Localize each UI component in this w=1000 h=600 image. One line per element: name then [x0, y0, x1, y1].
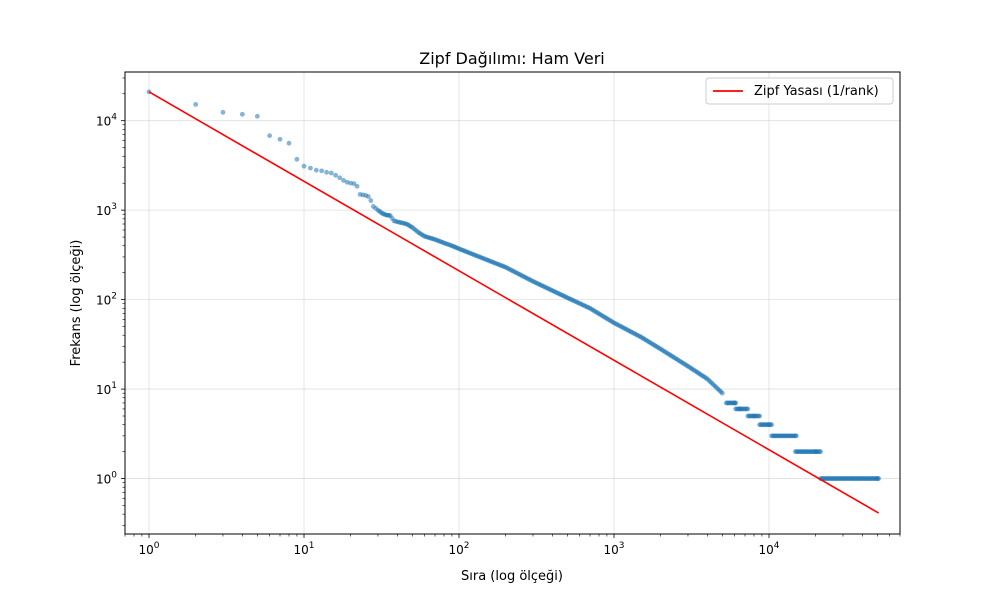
data-point	[354, 183, 360, 189]
x-tick-label: 100	[139, 541, 160, 557]
data-point	[757, 413, 763, 419]
axes: 100 101 102 103 104 100 101 102 103 104	[96, 77, 901, 557]
data-point	[313, 167, 319, 173]
y-tick-label: 102	[96, 292, 117, 308]
chart-title: Zipf Dağılımı: Ham Veri	[419, 49, 604, 68]
legend-box	[705, 77, 894, 105]
y-tick-label: 101	[96, 381, 117, 397]
data-point	[719, 390, 725, 396]
data-point	[319, 168, 325, 174]
data-point	[308, 165, 313, 171]
y-axis-title: Frekans (log ölçeği)	[69, 240, 84, 367]
legend: Zipf Yasası (1/rank)	[705, 77, 894, 105]
x-tick-label: 101	[294, 541, 315, 557]
data-point	[328, 170, 334, 176]
data-point	[193, 102, 199, 107]
data-point	[220, 109, 226, 115]
data-point	[267, 133, 273, 139]
y-tick-label: 100	[96, 471, 117, 487]
data-point	[337, 175, 343, 181]
data-point	[733, 400, 739, 406]
data-point	[365, 194, 371, 199]
data-point	[745, 406, 751, 412]
data-point	[341, 178, 346, 183]
data-point	[793, 433, 798, 439]
data-point	[769, 422, 775, 428]
data-point	[818, 449, 823, 455]
plot-data	[146, 89, 882, 514]
data-point	[368, 198, 374, 203]
data-point	[333, 172, 339, 178]
data-point	[286, 140, 292, 146]
x-tick-label: 103	[604, 541, 625, 557]
data-point	[301, 163, 307, 169]
data-point	[294, 156, 300, 162]
y-tick-label: 103	[96, 202, 117, 218]
data-point	[277, 136, 283, 142]
legend-zipf-label: Zipf Yasası (1/rank)	[754, 84, 879, 99]
data-point	[254, 113, 260, 119]
data-point	[239, 111, 245, 117]
data-point	[324, 169, 330, 175]
grid	[125, 72, 900, 534]
x-axis-title: Sıra (log ölçeği)	[461, 569, 563, 584]
x-tick-label: 102	[449, 541, 470, 557]
plot-frame	[124, 71, 901, 535]
x-tick-label: 104	[759, 541, 780, 557]
y-tick-label: 104	[96, 113, 117, 129]
data-point	[876, 476, 882, 481]
data-point	[351, 181, 357, 187]
zipf-law-line	[148, 91, 880, 514]
